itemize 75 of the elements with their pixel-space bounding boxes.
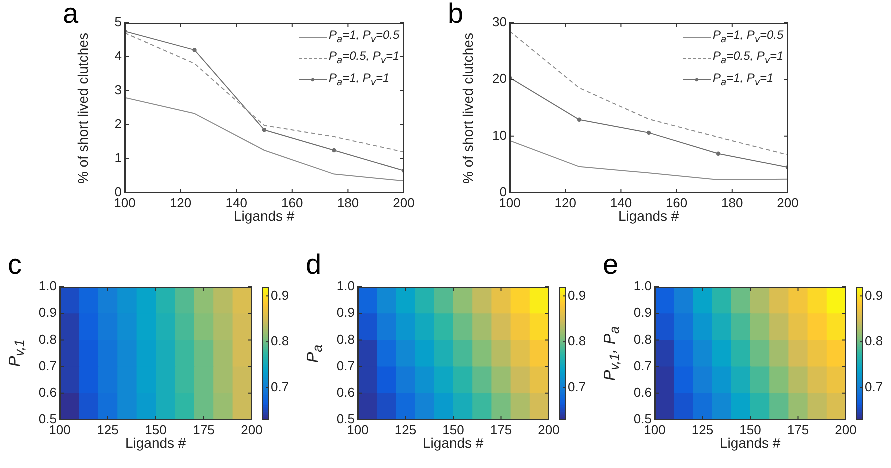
y-tick-label: 0.5 xyxy=(38,412,57,427)
x-tick-label: 120 xyxy=(554,195,576,210)
y-tick-label: 0.6 xyxy=(634,384,652,400)
x-tick-label: 150 xyxy=(145,422,167,438)
x-tick-label: 125 xyxy=(692,422,714,438)
x-tick-label: 200 xyxy=(835,422,857,438)
y-tick-label: 1.0 xyxy=(634,278,652,294)
color-bar-label: 0.9 xyxy=(271,288,290,303)
x-axis-title: Ligands # xyxy=(720,435,781,451)
y-axis-title: % of short lived clutches xyxy=(460,32,476,184)
x-tick-label: 180 xyxy=(337,195,360,210)
x-tick-label: 160 xyxy=(666,195,688,210)
y-tick-label: 0.8 xyxy=(336,332,355,347)
x-tick-label: 175 xyxy=(787,422,810,438)
legend-label: P$_{a}$=0.5, P$_{v}$=1 xyxy=(713,48,784,69)
x-tick-label: 125 xyxy=(394,422,417,438)
y-tick-label: 0.8 xyxy=(38,332,57,347)
x-tick-label: 200 xyxy=(777,195,799,210)
y-tick-label: 0.9 xyxy=(336,305,355,320)
x-tick-label: 125 xyxy=(97,422,119,438)
color-bar-label: 0.8 xyxy=(865,334,884,349)
chart-title: c xyxy=(8,249,22,280)
color-bar-label: 0.8 xyxy=(568,334,586,349)
x-tick-label: 160 xyxy=(282,195,304,210)
y-tick-label: 10 xyxy=(492,128,507,143)
y-tick-label: 1.0 xyxy=(38,278,57,294)
x-tick-label: 140 xyxy=(610,195,632,210)
y-tick-label: 1.0 xyxy=(336,278,355,294)
y-tick-label: 0.6 xyxy=(38,384,57,400)
legend-label: P$_{a}$=1, P$_{v}$=0.5 xyxy=(713,27,784,48)
y-tick-label: 30 xyxy=(492,14,507,30)
chart-title: a xyxy=(63,0,79,29)
x-axis-title: Ligands # xyxy=(618,208,680,224)
y-tick-label: 0.7 xyxy=(38,358,57,374)
legend-label: P$_{a}$=1, P$_{v}$=1 xyxy=(329,70,390,90)
color-bar-label: 0.9 xyxy=(568,288,586,303)
y-tick-label: 20 xyxy=(492,71,507,86)
x-tick-label: 200 xyxy=(538,422,560,438)
legend-label: P$_{a}$=1, P$_{v}$=1 xyxy=(713,70,774,90)
y-tick-label: 0.9 xyxy=(634,305,652,320)
x-tick-label: 150 xyxy=(740,422,762,438)
y-tick-label: 1 xyxy=(114,150,122,166)
x-tick-label: 120 xyxy=(170,195,192,210)
x-axis-title: Ligands # xyxy=(126,435,186,451)
color-bar-label: 0.7 xyxy=(865,379,884,394)
y-axis-title: % of short lived clutches xyxy=(75,32,91,184)
legend-label: P$_{a}$=0.5, P$_{v}$=1 xyxy=(329,48,400,69)
x-tick-label: 200 xyxy=(241,422,263,438)
y-tick-label: 4 xyxy=(114,48,122,64)
x-tick-label: 140 xyxy=(226,195,248,210)
y-tick-label: 5 xyxy=(114,14,122,30)
y-tick-label: 0.7 xyxy=(634,358,652,374)
x-tick-label: 175 xyxy=(490,422,512,438)
chart-title: b xyxy=(448,0,464,29)
y-tick-label: 2 xyxy=(114,116,122,132)
x-tick-label: 180 xyxy=(722,195,744,210)
chart-title: e xyxy=(603,249,619,280)
y-tick-label: 0.9 xyxy=(38,305,57,320)
y-tick-label: 0.5 xyxy=(336,412,355,427)
y-tick-label: 0.7 xyxy=(336,358,355,374)
color-bar-label: 0.8 xyxy=(271,334,290,349)
x-axis-title: Ligands # xyxy=(234,208,295,224)
chart-title: d xyxy=(306,249,322,280)
legend-label: P$_{a}$=1, P$_{v}$=0.5 xyxy=(329,27,400,48)
x-tick-label: 200 xyxy=(393,195,415,210)
x-tick-label: 175 xyxy=(193,422,215,438)
y-tick-label: 0.8 xyxy=(634,332,652,347)
x-tick-label: 150 xyxy=(442,422,464,438)
x-axis-title: Ligands # xyxy=(423,435,484,451)
color-bar-label: 0.7 xyxy=(568,379,586,394)
y-tick-label: 0.6 xyxy=(336,384,355,400)
y-tick-label: 0.5 xyxy=(634,412,652,427)
color-bar-label: 0.9 xyxy=(865,288,884,303)
y-tick-label: 3 xyxy=(114,82,122,98)
color-bar-label: 0.7 xyxy=(271,379,290,394)
